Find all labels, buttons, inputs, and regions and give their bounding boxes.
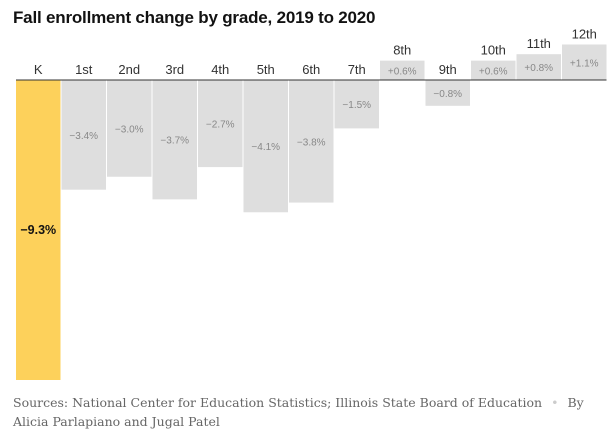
category-label-5th: 5th xyxy=(257,62,275,77)
bar-2nd xyxy=(107,80,152,177)
bar-k xyxy=(16,80,61,380)
byline: By Alicia Parlapiano and Jugal Patel xyxy=(13,395,584,429)
sources-text: Sources: National Center for Education S… xyxy=(13,395,543,410)
category-label-3rd: 3rd xyxy=(165,62,184,77)
bar-10th xyxy=(471,60,516,80)
value-label-9th: −0.8% xyxy=(433,89,462,100)
value-label-6th: −3.8% xyxy=(297,137,326,148)
separator-dot: • xyxy=(551,395,559,410)
bar-4th xyxy=(198,80,243,168)
category-label-6th: 6th xyxy=(302,62,320,77)
value-label-7th: −1.5% xyxy=(342,100,371,111)
category-label-4th: 4th xyxy=(211,62,229,77)
bars-layer xyxy=(16,44,607,380)
bar-11th xyxy=(516,54,561,80)
category-label-8th: 8th xyxy=(393,43,411,58)
value-label-12th: +1.1% xyxy=(570,58,599,69)
bar-8th xyxy=(380,60,425,80)
bar-1st xyxy=(61,80,106,190)
bar-5th xyxy=(243,80,288,213)
value-label-8th: +0.6% xyxy=(388,66,417,77)
value-label-11th: +0.8% xyxy=(524,63,553,74)
category-label-1st: 1st xyxy=(75,62,93,77)
labels-layer: K −9.3% 1st −3.4% 2nd −3.0% 3rd −3.7% 4th −2.7% 5t… xyxy=(20,27,598,237)
bar-12th xyxy=(562,44,607,80)
category-label-2nd: 2nd xyxy=(118,62,140,77)
bar-6th xyxy=(289,80,334,203)
category-label-11th: 11th xyxy=(527,36,551,51)
value-label-5th: −4.1% xyxy=(251,142,280,153)
value-label-4th: −2.7% xyxy=(206,120,235,131)
source-note: Sources: National Center for Education S… xyxy=(13,393,598,431)
category-label-10th: 10th xyxy=(481,43,506,58)
bar-7th xyxy=(334,80,379,129)
value-label-1st: −3.4% xyxy=(69,131,98,142)
category-label-9th: 9th xyxy=(439,62,457,77)
category-label-12th: 12th xyxy=(572,27,597,42)
value-label-k: −9.3% xyxy=(20,223,56,237)
category-label-7th: 7th xyxy=(348,62,366,77)
bar-3rd xyxy=(152,80,197,200)
chart-title: Fall enrollment change by grade, 2019 to… xyxy=(13,8,376,27)
value-label-2nd: −3.0% xyxy=(115,124,144,135)
category-label-k: K xyxy=(34,62,43,77)
value-label-3rd: −3.7% xyxy=(160,136,189,147)
bar-9th xyxy=(425,80,470,106)
value-label-10th: +0.6% xyxy=(479,66,508,77)
